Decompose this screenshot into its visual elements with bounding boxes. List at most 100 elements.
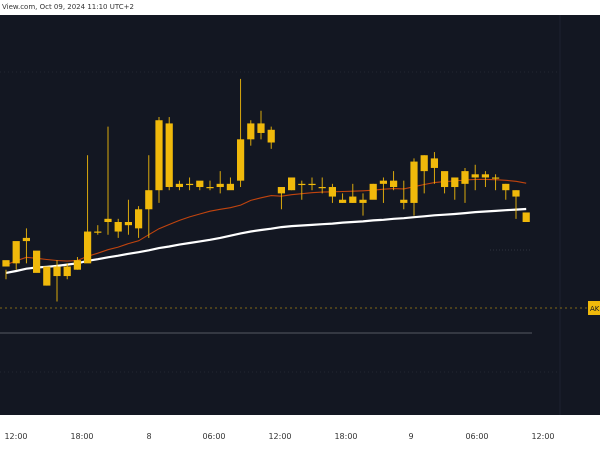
candle-body [2, 260, 10, 267]
candle-body [471, 174, 479, 178]
candle-body [84, 231, 92, 264]
candle-body [175, 183, 183, 188]
candle [22, 228, 30, 264]
candle-body [186, 183, 194, 186]
candle-body [349, 196, 357, 203]
candle-body [206, 187, 214, 189]
candle-body [410, 161, 418, 203]
x-tick-label: 18:00 [70, 432, 93, 441]
candle [12, 241, 20, 270]
candle [441, 171, 449, 194]
candle [247, 120, 255, 146]
candle-body [420, 155, 428, 172]
candle-body [318, 187, 326, 189]
candle-body [22, 237, 30, 242]
candle [114, 218, 122, 238]
candle [522, 212, 530, 222]
candle-body [308, 183, 316, 186]
candle [379, 177, 387, 203]
candle-body [33, 250, 41, 273]
candle [186, 177, 194, 191]
candle-body [267, 129, 275, 143]
candle-body [226, 183, 234, 191]
chart-header-watermark: View.com, Oct 09, 2024 11:10 UTC+2 [0, 0, 600, 15]
candle-body [522, 212, 530, 222]
candle-body [512, 190, 520, 197]
x-tick-label: 06:00 [465, 432, 488, 441]
candle [33, 250, 41, 273]
candle-body [328, 187, 336, 197]
candle [451, 177, 459, 200]
x-tick-label: 12:00 [268, 432, 291, 441]
candle-body [461, 171, 469, 184]
candle [461, 167, 469, 203]
candle [420, 155, 428, 194]
candle [410, 158, 418, 216]
candle-body [298, 183, 306, 186]
time-axis[interactable]: 12:00 18:00 8 06:00 12:00 18:00 9 06:00 12:00 [0, 415, 600, 450]
candle-body [288, 177, 296, 191]
candle [257, 110, 265, 140]
candle-body [73, 260, 81, 270]
candle [339, 193, 347, 203]
candle-body [135, 209, 143, 229]
chart-area[interactable]: AK 12:00 18:00 8 06:00 12:00 18:00 9 06:00 12:00 [0, 15, 600, 450]
current-price-tag [588, 301, 600, 315]
candle-body [104, 218, 112, 222]
candle-body [155, 120, 163, 191]
candle [104, 126, 112, 235]
candle-body [379, 180, 387, 184]
candle-body [237, 139, 245, 181]
candle-body [430, 158, 438, 168]
time-axis-ticks: 12:00 18:00 8 06:00 12:00 18:00 9 06:00 12:00 [4, 432, 554, 441]
candle-body [43, 266, 51, 286]
candle-body [145, 190, 153, 210]
ema-slow-line [5, 207, 527, 274]
candle [308, 177, 316, 191]
chart-grid [0, 71, 560, 373]
candle [328, 183, 336, 203]
candle-body [63, 266, 71, 277]
candle [400, 180, 408, 210]
candle [84, 155, 92, 264]
candle-body [12, 241, 20, 264]
candle-body [114, 222, 122, 232]
candle [43, 266, 51, 286]
candle-body [400, 199, 408, 203]
candle [492, 174, 500, 191]
candle [53, 260, 61, 302]
candle-body [390, 180, 398, 188]
candle-body [369, 183, 377, 200]
candle [318, 177, 326, 194]
candle-body [277, 187, 285, 194]
x-tick-label: 9 [408, 432, 413, 441]
x-tick-label: 12:00 [531, 432, 554, 441]
candle [502, 183, 510, 200]
x-tick-label: 8 [146, 432, 151, 441]
candle [226, 177, 234, 191]
candle-body [451, 177, 459, 188]
candle [430, 152, 438, 184]
candle [349, 183, 357, 203]
ema-fast-line [5, 178, 527, 266]
candle [369, 183, 377, 200]
candle [206, 180, 214, 191]
candle [390, 171, 398, 191]
candle [155, 117, 163, 203]
candle-body [339, 199, 347, 203]
price-axis[interactable]: AK [0, 15, 600, 415]
candle-body [441, 171, 449, 188]
candle-body [359, 199, 367, 203]
candle [298, 180, 306, 200]
candle [512, 190, 520, 219]
candlestick-chart[interactable]: AK 12:00 18:00 8 06:00 12:00 18:00 9 06:00 12:00 [0, 15, 600, 450]
candle [175, 180, 183, 191]
candle-body [124, 222, 132, 226]
candle [237, 78, 245, 188]
candle [63, 263, 71, 280]
moving-average-lines [5, 178, 527, 274]
candle-body [247, 123, 255, 140]
candle-body [502, 183, 510, 191]
candle [359, 193, 367, 216]
candle-body [196, 180, 204, 188]
